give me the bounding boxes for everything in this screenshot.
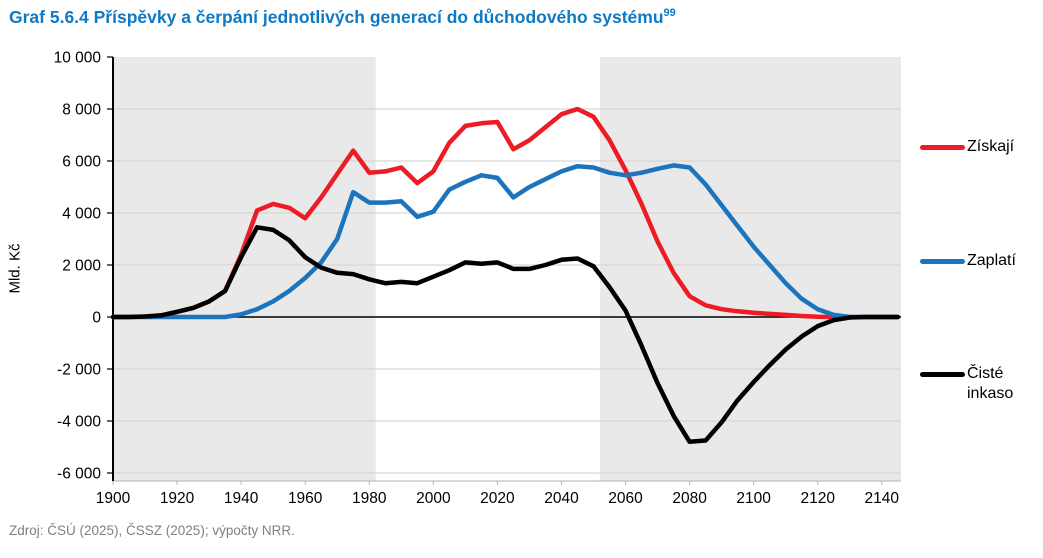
x-tick-label: 2000 xyxy=(416,490,451,507)
legend-label-ciste-inkaso: Čisté inkaso xyxy=(967,365,1014,402)
y-tick-label: 2 000 xyxy=(62,258,101,275)
footnote-marker: 99 xyxy=(663,7,676,20)
y-tick-label: 0 xyxy=(92,310,101,327)
legend-item-ziskaji: Získají xyxy=(920,137,1014,157)
x-tick-label: 2120 xyxy=(800,490,835,507)
y-tick-label: -6 000 xyxy=(57,466,101,483)
series-line-ziskaji xyxy=(110,106,901,320)
y-tick-label: 8 000 xyxy=(62,102,101,119)
series-line-zaplati xyxy=(110,163,901,320)
source-note: Zdroj: ČSÚ (2025), ČSSZ (2025); výpočty … xyxy=(9,523,295,538)
x-tick-label: 2080 xyxy=(672,490,707,507)
chart-title: Graf 5.6.4 Příspěvky a čerpání jednotliv… xyxy=(9,7,676,28)
legend-item-ciste-inkaso: Čisté inkaso xyxy=(920,364,1038,404)
chart-title-text: Graf 5.6.4 Příspěvky a čerpání jednotliv… xyxy=(9,7,664,27)
x-tick-label: 2140 xyxy=(865,490,900,507)
y-tick-label: -2 000 xyxy=(57,362,101,379)
legend-item-zaplati: Zaplatí xyxy=(920,251,1016,271)
y-tick-label: 6 000 xyxy=(62,154,101,171)
legend-line-blue xyxy=(920,259,965,264)
y-tick-label: 10 000 xyxy=(54,50,102,67)
x-tick-label: 2040 xyxy=(544,490,579,507)
highlight-band xyxy=(375,57,600,481)
x-tick-label: 1900 xyxy=(96,490,131,507)
x-tick-label: 1960 xyxy=(288,490,323,507)
y-tick-label: -4 000 xyxy=(57,414,101,431)
legend-line-black xyxy=(920,372,965,377)
legend-label-ziskaji: Získají xyxy=(967,138,1015,155)
legend-line-red xyxy=(920,145,965,150)
x-tick-label: 2020 xyxy=(480,490,515,507)
series-line-ciste-inkaso xyxy=(110,225,901,445)
x-tick-label: 1920 xyxy=(160,490,195,507)
x-tick-label: 2060 xyxy=(608,490,643,507)
x-tick-label: 1980 xyxy=(352,490,387,507)
x-tick-label: 1940 xyxy=(224,490,259,507)
legend: Získají Zaplatí Čisté inkaso xyxy=(920,0,1043,520)
x-tick-label: 2100 xyxy=(736,490,771,507)
y-tick-label: 4 000 xyxy=(62,206,101,223)
legend-label-zaplati: Zaplatí xyxy=(967,252,1016,269)
